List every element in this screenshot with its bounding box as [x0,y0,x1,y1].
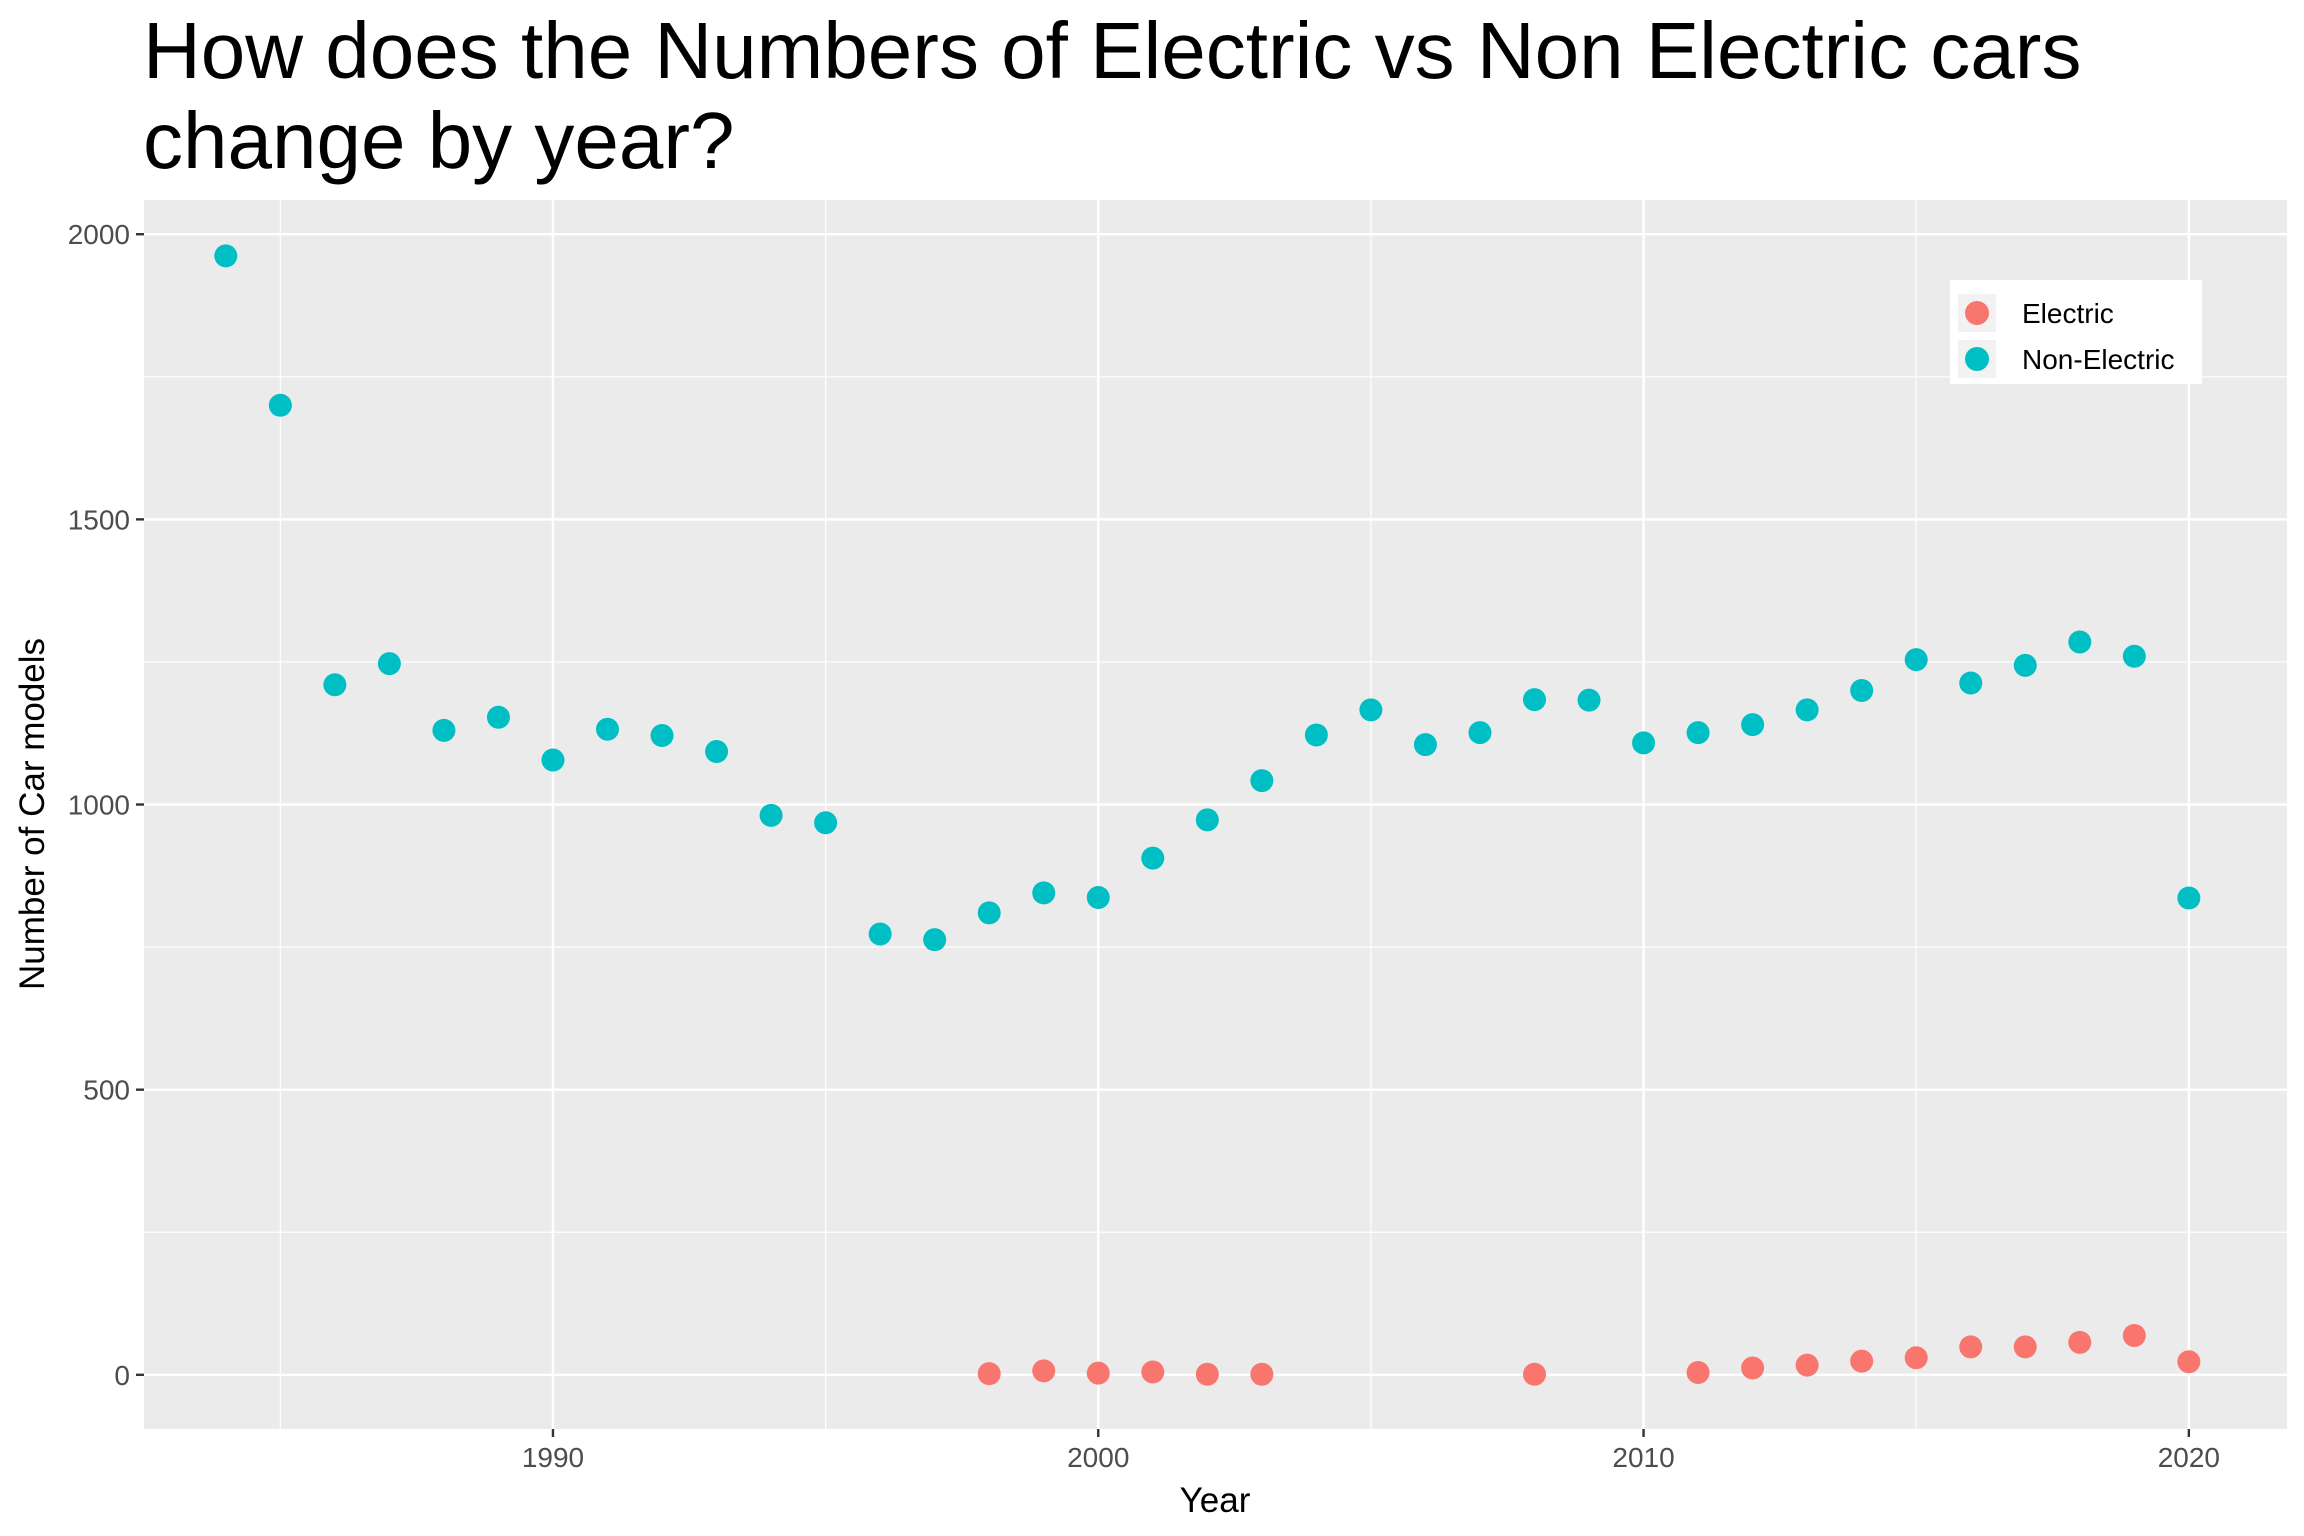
minor-gridlines [144,200,2287,1429]
data-point-non-electric [268,393,292,417]
data-point-non-electric [1250,769,1274,793]
data-point-non-electric [1577,688,1601,712]
data-point-non-electric [1141,846,1165,870]
y-tick-label: 1000 [68,790,130,821]
legend: Electric Non-Electric [1950,280,2202,384]
x-axis-title: Year [1180,1481,1251,1520]
data-point-non-electric [595,717,619,741]
data-point-non-electric [923,928,947,952]
data-point-electric [1250,1362,1274,1386]
data-point-non-electric [1522,688,1546,712]
data-point-non-electric [814,811,838,835]
data-point-non-electric [759,803,783,827]
data-point-electric [1686,1361,1710,1385]
data-point-non-electric [2122,644,2146,668]
legend-marker-non-electric [1965,347,1989,371]
x-tick-label: 2000 [1067,1442,1129,1473]
data-point-non-electric [214,244,238,268]
data-point-non-electric [705,739,729,763]
data-point-non-electric [1195,808,1219,832]
data-point-non-electric [650,724,674,748]
data-point-non-electric [1468,721,1492,745]
x-tick-label: 1990 [522,1442,584,1473]
x-tick-label: 2010 [1612,1442,1674,1473]
data-point-non-electric [486,705,510,729]
data-point-non-electric [1741,713,1765,737]
data-point-electric [977,1362,1001,1386]
y-tick-label: 500 [83,1075,130,1106]
legend-marker-electric [1965,301,1989,325]
data-point-non-electric [432,718,456,742]
x-axis: 1990 2000 2010 2020 [522,1429,2220,1473]
y-tick-label: 1500 [68,504,130,535]
data-point-non-electric [2068,630,2092,654]
data-point-non-electric [1304,723,1328,747]
y-tick-label: 2000 [68,219,130,250]
data-point-electric [1086,1361,1110,1385]
data-point-non-electric [868,922,892,946]
data-point-electric [1741,1356,1765,1380]
data-point-electric [2177,1350,2201,1374]
data-point-non-electric [1632,731,1656,755]
legend-label-electric: Electric [2022,298,2114,329]
data-point-non-electric [1795,698,1819,722]
data-point-non-electric [2013,653,2037,677]
data-point-electric [1959,1335,1983,1359]
data-point-electric [1032,1359,1056,1383]
data-point-non-electric [1959,671,1983,695]
data-point-non-electric [1850,678,1874,702]
y-axis-title: Number of Car models [13,638,52,990]
data-point-electric [2122,1323,2146,1347]
data-point-electric [1522,1362,1546,1386]
chart-title: How does the Numbers of Electric vs Non … [143,6,2082,185]
legend-label-non-electric: Non-Electric [2022,344,2174,375]
data-point-electric [1904,1346,1928,1370]
x-tick-label: 2020 [2158,1442,2220,1473]
data-point-electric [2068,1330,2092,1354]
data-point-electric [1850,1349,1874,1373]
data-point-non-electric [2177,886,2201,910]
data-point-non-electric [377,652,401,676]
data-point-electric [1795,1353,1819,1377]
data-point-electric [1141,1360,1165,1384]
data-point-non-electric [1359,698,1383,722]
y-tick-label: 0 [114,1360,130,1391]
data-point-non-electric [1032,881,1056,905]
data-point-non-electric [1686,721,1710,745]
data-point-non-electric [1086,885,1110,909]
data-point-non-electric [977,901,1001,925]
data-point-electric [1195,1362,1219,1386]
data-points [214,244,2201,1386]
y-axis: 0 500 1000 1500 2000 [68,219,144,1391]
data-point-non-electric [1413,733,1437,757]
data-point-non-electric [323,673,347,697]
data-point-electric [2013,1335,2037,1359]
data-point-non-electric [541,748,565,772]
data-point-non-electric [1904,648,1928,672]
